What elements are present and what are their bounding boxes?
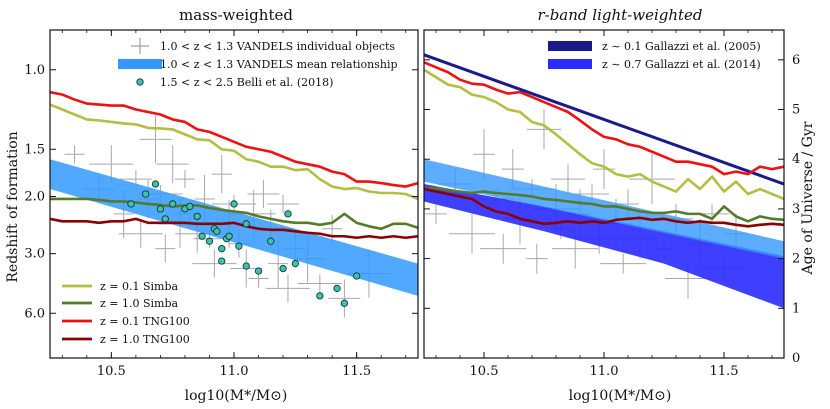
legend-label: z = 1.0 TNG100 — [100, 333, 190, 346]
series-z-1-0-simba — [423, 186, 785, 223]
legend-label: z ∼ 0.1 Gallazzi et al. (2005) — [602, 40, 761, 53]
belli-point — [218, 257, 226, 265]
band-1-0-z-1-3-vandels-mean-relationship — [424, 159, 784, 259]
belli-point — [316, 292, 324, 300]
left-y-axis-title: Redshift of formation — [5, 131, 21, 282]
belli-point — [242, 262, 250, 270]
belli-point — [279, 264, 287, 273]
y-tick-label: 1.0 — [24, 63, 45, 78]
belli-point — [142, 190, 150, 198]
x-tick-label: 11.0 — [590, 364, 619, 379]
belli-point — [169, 200, 177, 208]
legend-label: 1.0 < z < 1.3 VANDELS mean relationship — [160, 58, 398, 71]
legend-label: z = 1.0 Simba — [100, 297, 179, 310]
belli-point — [198, 232, 206, 240]
series-z-0-1-gallazzi-et-al-2005- — [423, 53, 785, 186]
y-tick-label: 4 — [792, 152, 800, 167]
x-tick-label: 11.5 — [342, 364, 371, 379]
x-tick-label: 11.0 — [220, 364, 249, 379]
belli-point — [186, 202, 194, 211]
x-tick-label: 10.5 — [97, 364, 126, 379]
belli-point — [235, 242, 243, 250]
belli-point — [353, 272, 361, 280]
belli-point — [161, 215, 169, 223]
light-weighted-panel: 0 1 2 3 4 5 6 10.5 11.0 11.5 z ∼ 0.1 Gallazzi et a… — [423, 29, 800, 379]
series-z-0-1-simba — [49, 103, 419, 201]
belli-point — [340, 299, 349, 307]
right-x-axis-title: log10(M*/M⊙) — [569, 388, 672, 404]
belli-point — [193, 212, 201, 221]
legend-label: z = 0.1 TNG100 — [100, 315, 190, 328]
y-tick-label: 6 — [792, 53, 800, 68]
belli-point — [230, 200, 238, 208]
legend-label: 1.5 < z < 2.5 Belli et al. (2018) — [160, 76, 333, 89]
belli-point — [225, 232, 233, 240]
series-z-1-0-tng100 — [423, 187, 785, 228]
series-z-0-1-tng100 — [49, 90, 419, 188]
y-tick-label: 2.0 — [24, 189, 45, 204]
band-1-0-z-1-3-vandels-mean-relationship — [50, 159, 418, 296]
series-z-0-1-simba — [423, 68, 785, 201]
belli-point — [242, 220, 250, 228]
x-tick-label: 11.5 — [710, 364, 739, 379]
left-panel-title: mass-weighted — [179, 6, 293, 24]
belli-point — [127, 200, 135, 208]
x-tick-label: 10.5 — [470, 364, 499, 379]
legend-band-swatch — [548, 59, 592, 69]
series-z-1-0-simba — [50, 197, 419, 231]
belli-point — [291, 259, 299, 268]
legend-label: 1.0 < z < 1.3 VANDELS individual objects — [160, 40, 395, 53]
belli-point — [218, 245, 226, 253]
belli-point — [213, 227, 221, 235]
left-x-axis-title: log10(M*/M⊙) — [185, 388, 288, 404]
legend-marker — [136, 78, 144, 86]
plot-frame — [423, 29, 785, 359]
y-tick-label: 0 — [792, 351, 800, 366]
y-tick-label: 2 — [792, 252, 800, 267]
belli-point — [267, 237, 275, 245]
mass-weighted-panel: 1.0 1.5 2.0 3.0 6.0 10.5 11.0 11.5 1.0 < z < 1.3… — [24, 29, 419, 379]
series-z-0-1-tng100 — [423, 61, 785, 176]
y-tick-label: 5 — [792, 103, 800, 118]
right-panel-title: r-band light-weighted — [537, 6, 702, 24]
belli-point — [284, 210, 292, 218]
belli-point — [151, 180, 160, 188]
legend-label: z = 0.1 Simba — [100, 280, 179, 293]
y-tick-label: 3 — [792, 202, 800, 217]
belli-point — [254, 267, 263, 275]
legend-band-swatch — [118, 59, 162, 69]
belli-point — [205, 237, 214, 245]
y-tick-label: 1.5 — [24, 142, 45, 157]
right-y-axis-title: Age of Universe / Gyr — [800, 121, 816, 275]
y-tick-label: 1 — [792, 301, 800, 316]
series-z-1-0-tng100 — [49, 217, 419, 240]
y-tick-label: 3.0 — [24, 247, 45, 262]
legend-label: z ∼ 0.7 Gallazzi et al. (2014) — [602, 58, 761, 71]
belli-point — [333, 284, 341, 293]
legend-band-swatch — [548, 41, 592, 51]
y-tick-label: 6.0 — [24, 306, 45, 321]
plot-frame — [49, 29, 419, 359]
belli-point — [156, 205, 165, 213]
